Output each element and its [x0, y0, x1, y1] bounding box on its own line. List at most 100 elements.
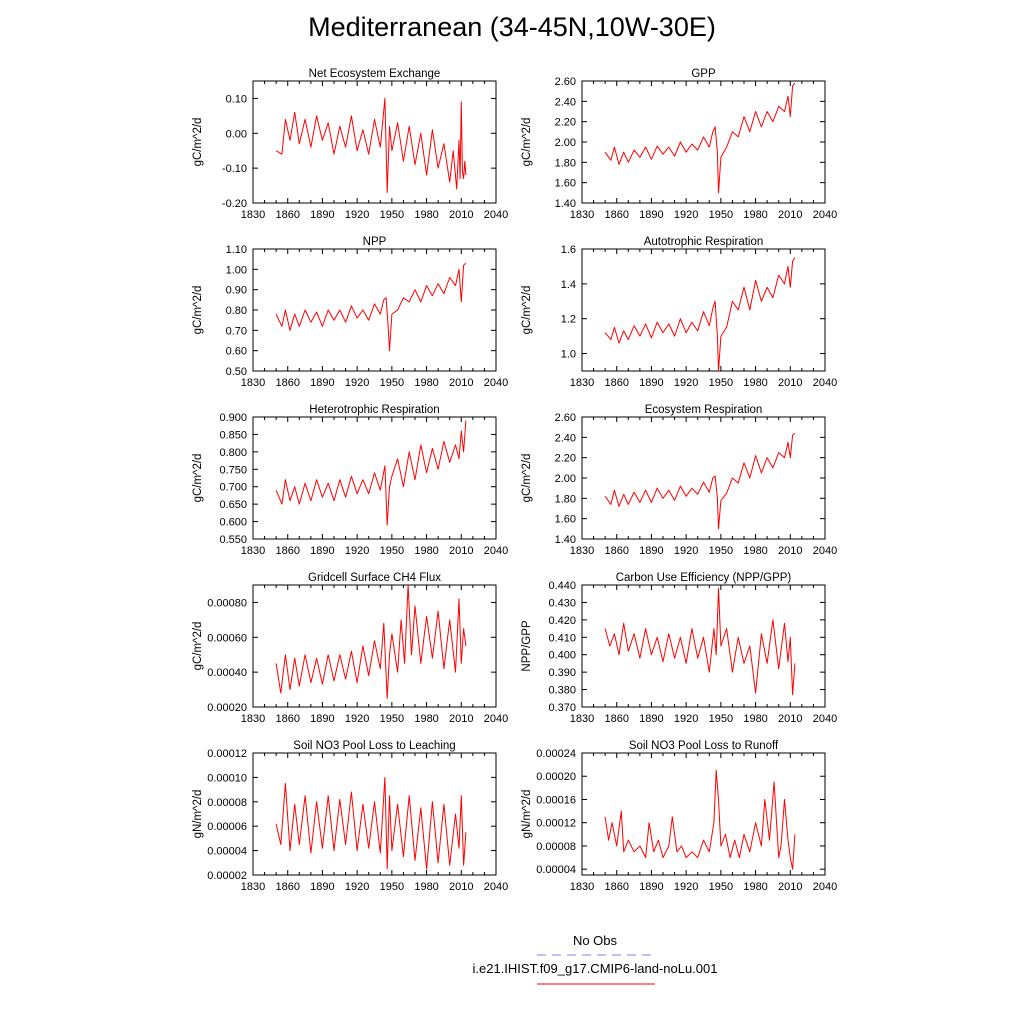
y-tick-label: 0.70	[226, 325, 247, 337]
y-tick-label: 1.60	[555, 178, 576, 190]
panel-title: GPP	[691, 68, 716, 80]
series-line	[604, 588, 796, 696]
plot-frame	[252, 416, 497, 540]
y-tick-label: 0.00024	[536, 748, 576, 760]
y-tick-label: 0.600	[219, 517, 247, 529]
panel-title: Ecosystem Respiration	[645, 404, 763, 416]
y-tick-label: 0.00012	[207, 748, 247, 760]
series-line	[604, 82, 796, 194]
x-tick-label: 1890	[639, 713, 663, 725]
x-tick-label: 1980	[743, 713, 767, 725]
panel-title: Soil NO3 Pool Loss to Leaching	[293, 740, 455, 752]
x-tick-label: 2040	[813, 545, 837, 557]
y-tick-label: 0.700	[219, 482, 247, 494]
x-tick-label: 1860	[275, 713, 299, 725]
x-tick-label: 1920	[674, 713, 698, 725]
x-tick-label: 1950	[380, 881, 404, 893]
y-tick-label: 0.00002	[207, 870, 247, 882]
y-tick-label: 0.00060	[207, 632, 247, 644]
x-tick-label: 1830	[570, 881, 594, 893]
y-tick-label: 0.00	[226, 128, 247, 140]
x-tick-label: 1860	[275, 881, 299, 893]
y-tick-label: 0.800	[219, 447, 247, 459]
x-tick-label: 2010	[449, 209, 473, 221]
x-tick-label: 1890	[639, 881, 663, 893]
x-tick-label: 1950	[380, 545, 404, 557]
y-tick-label: 0.00020	[536, 771, 576, 783]
panel-3: NPP 1830 1860 1890 1920 1950 1980 2010 2040 0.50 0…	[192, 236, 508, 389]
x-tick-label: 1920	[345, 209, 369, 221]
x-tick-label: 1980	[743, 209, 767, 221]
y-tick-label: 0.410	[548, 632, 576, 644]
y-tick-label: 0.420	[548, 615, 576, 627]
x-tick-label: 2010	[449, 881, 473, 893]
y-tick-label: 0.00010	[207, 772, 247, 784]
y-tick-label: 0.00040	[207, 667, 247, 679]
x-tick-label: 1920	[345, 377, 369, 389]
x-tick-label: 1980	[743, 545, 767, 557]
x-tick-label: 1950	[380, 713, 404, 725]
x-tick-label: 1980	[414, 545, 438, 557]
x-tick-label: 1860	[604, 713, 628, 725]
y-tick-label: 1.80	[555, 157, 576, 169]
y-tick-label: 0.650	[219, 499, 247, 511]
x-tick-label: 2040	[484, 545, 508, 557]
y-tick-label: 0.750	[219, 464, 247, 476]
x-tick-label: 2040	[813, 377, 837, 389]
x-tick-label: 1860	[604, 209, 628, 221]
x-tick-label: 1920	[674, 377, 698, 389]
plot-frame	[581, 752, 826, 876]
y-tick-label: 0.850	[219, 429, 247, 441]
series-line	[275, 776, 467, 870]
x-tick-label: 2040	[484, 881, 508, 893]
y-tick-label: 1.00	[226, 264, 247, 276]
y-tick-label: 2.40	[555, 96, 576, 108]
y-axis-label: gC/m^2/d	[521, 286, 533, 335]
panel-2: GPP 1830 1860 1890 1920 1950 1980 2010 2040 1.40 1…	[521, 68, 837, 221]
y-tick-label: 2.00	[555, 137, 576, 149]
x-tick-label: 1950	[380, 377, 404, 389]
panel-7: Gridcell Surface CH4 Flux 1830 1860 1890 192…	[192, 572, 508, 725]
x-tick-label: 2010	[778, 209, 802, 221]
x-tick-label: 1830	[570, 209, 594, 221]
y-tick-label: 1.6	[561, 244, 576, 256]
y-tick-label: 0.00012	[536, 818, 576, 830]
x-tick-label: 1830	[241, 713, 265, 725]
y-tick-label: 0.900	[219, 412, 247, 424]
x-tick-label: 1920	[674, 209, 698, 221]
x-tick-label: 2010	[778, 713, 802, 725]
x-tick-label: 1860	[604, 545, 628, 557]
y-tick-label: 0.430	[548, 597, 576, 609]
x-tick-label: 1860	[275, 377, 299, 389]
y-tick-label: -0.10	[222, 163, 247, 175]
y-tick-label: -0.20	[222, 198, 247, 210]
y-tick-label: 2.20	[555, 453, 576, 465]
panel-1: Net Ecosystem Exchange 1830 1860 1890 1920 19…	[192, 68, 508, 221]
x-tick-label: 1830	[570, 377, 594, 389]
x-tick-label: 1920	[345, 713, 369, 725]
x-tick-label: 2040	[813, 209, 837, 221]
x-tick-label: 1980	[743, 377, 767, 389]
y-tick-label: 1.80	[555, 493, 576, 505]
series-line	[604, 432, 796, 530]
x-tick-label: 1890	[310, 209, 334, 221]
x-tick-label: 2010	[449, 545, 473, 557]
y-tick-label: 0.00020	[207, 702, 247, 714]
panel-9: Soil NO3 Pool Loss to Leaching 1830 1860 18…	[192, 740, 508, 893]
x-tick-label: 2040	[484, 377, 508, 389]
x-tick-label: 1890	[310, 545, 334, 557]
x-tick-label: 1950	[709, 713, 733, 725]
x-tick-label: 1980	[414, 713, 438, 725]
panel-title: Carbon Use Efficiency (NPP/GPP)	[616, 572, 792, 584]
y-axis-label: gN/m^2/d	[192, 790, 204, 839]
x-tick-label: 2010	[778, 881, 802, 893]
panel-title: Heterotrophic Respiration	[309, 404, 439, 416]
y-tick-label: 1.0	[561, 349, 576, 361]
y-tick-label: 2.00	[555, 473, 576, 485]
y-tick-label: 0.10	[226, 93, 247, 105]
x-tick-label: 1860	[275, 545, 299, 557]
y-tick-label: 1.60	[555, 514, 576, 526]
x-tick-label: 1830	[570, 545, 594, 557]
y-tick-label: 0.50	[226, 366, 247, 378]
